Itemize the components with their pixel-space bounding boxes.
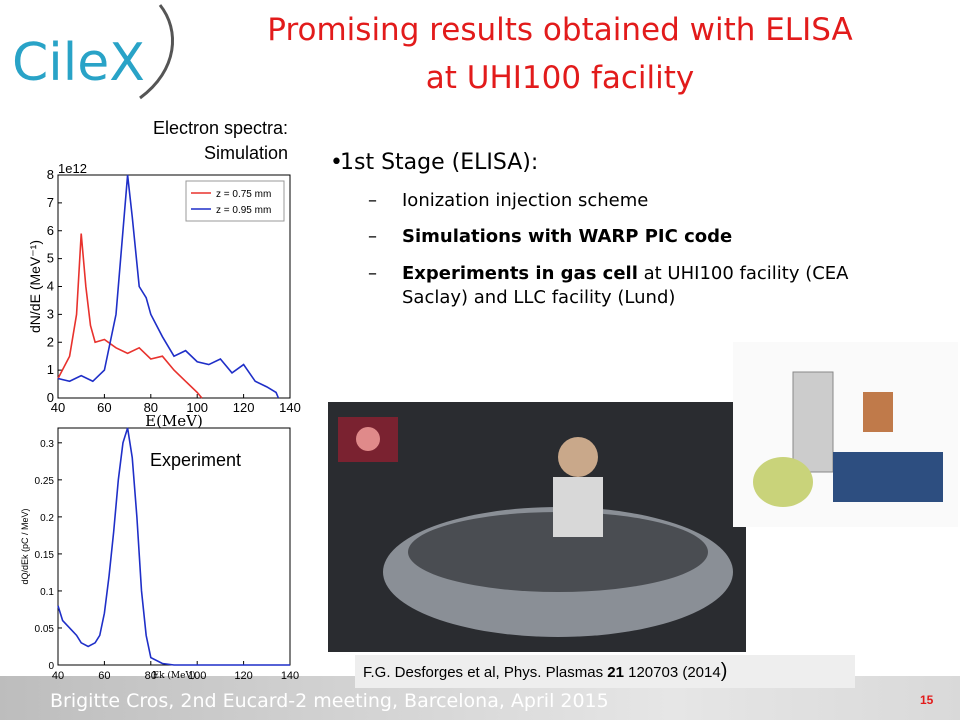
logo: CileX (12, 4, 174, 100)
y-tick-label: 0.2 (40, 513, 54, 524)
text-run: 21 (607, 664, 624, 681)
caption: Experiment (150, 450, 242, 471)
y-tick-label: 0 (47, 390, 54, 405)
photo-person (558, 437, 598, 477)
text-run: F.G. Desforges et al, Phys. Plasmas (363, 664, 608, 681)
x-axis-label: Ek (MeV) (153, 670, 196, 680)
legend-label: z = 0.75 mm (216, 189, 271, 200)
y-tick-label: 4 (47, 279, 54, 294)
y-tick-label: 0 (48, 661, 54, 672)
x-tick-label: 140 (279, 400, 301, 415)
gas-cell-diagram (733, 342, 958, 527)
caption-line: Simulation (203, 143, 288, 163)
y-tick-label: 0.1 (40, 587, 54, 598)
x-tick-label: 80 (145, 670, 157, 680)
y-tick-label: 0.15 (35, 550, 55, 561)
y-tick-label: 5 (47, 251, 54, 266)
x-tick-label: 120 (233, 400, 255, 415)
y-tick-label: 6 (47, 223, 54, 238)
sub-bullets: Ionization injection scheme Simulations w… (340, 189, 880, 310)
text-run: Experiments in gas cell (402, 262, 638, 284)
text-run: 120703 (2014 (623, 664, 721, 681)
photo-glow (356, 427, 380, 451)
y-tick-label: 1 (47, 362, 54, 377)
y-axis-label: dQ/dEk (pC / MeV) (20, 508, 30, 584)
sub-bullet: Simulations with WARP PIC code (368, 225, 880, 249)
charts: 40 60 80 100 120 140 0 1 2 3 4 5 6 7 8 1e12 E(MeV) dN/dE … (20, 161, 301, 680)
text-run: ) (720, 660, 728, 682)
logo-swoosh (139, 4, 174, 100)
y-tick-label: 2 (47, 334, 54, 349)
diagram-motor (753, 457, 813, 507)
x-tick-label: 40 (51, 400, 65, 415)
x-tick-label: 80 (144, 400, 158, 415)
x-tick-label: 60 (97, 400, 111, 415)
page-number: 15 (920, 693, 934, 707)
offset-label: 1e12 (58, 161, 87, 176)
photo-chamber-top (408, 512, 708, 592)
citation: F.G. Desforges et al, Phys. Plasmas 21 1… (355, 655, 855, 688)
series-line (57, 174, 280, 399)
title-line: Promising results obtained with ELISA (267, 12, 853, 48)
footer: Brigitte Cros, 2nd Eucard-2 meeting, Bar… (50, 690, 609, 712)
x-tick-label: 120 (234, 670, 252, 680)
y-tick-label: 0.25 (35, 476, 55, 487)
legend-box (185, 180, 285, 222)
x-tick-label: 60 (98, 670, 110, 680)
x-axis-label: E(MeV) (145, 412, 203, 430)
x-tick-label: 40 (52, 670, 64, 680)
sub-bullet: Ionization injection scheme (368, 189, 880, 213)
y-tick-label: 7 (47, 195, 54, 210)
y-tick-label: 3 (47, 306, 54, 321)
diagram-stage (833, 452, 943, 502)
y-tick-label: 8 (47, 167, 54, 182)
caption-line: Electron spectra: (152, 118, 288, 138)
series-line (57, 427, 290, 666)
x-tick-label: 140 (281, 670, 299, 680)
lab-photo (328, 402, 746, 652)
text-run: Simulations with WARP PIC code (402, 226, 733, 248)
caption: Electron spectra: Simulation (108, 118, 288, 164)
bullet: 1st Stage (ELISA): (330, 150, 880, 175)
x-tick-label: 100 (188, 670, 206, 680)
series-line (57, 233, 203, 399)
y-tick-label: 0.05 (35, 624, 55, 635)
legend-label: z = 0.95 mm (216, 205, 271, 216)
sub-bullet: Experiments in gas cell at UHI100 facili… (368, 262, 880, 311)
bullet-list: 1st Stage (ELISA): Ionization injection … (330, 150, 880, 322)
text-run: Ionization injection scheme (402, 190, 649, 211)
y-tick-label: 0.3 (40, 439, 54, 450)
photo-person-body (553, 477, 603, 537)
text-run: at UHI100 facility (CEA Saclay) and LLC … (402, 262, 849, 308)
diagram-block (792, 371, 834, 473)
title-line: at UHI100 facility (425, 60, 695, 96)
x-tick-label: 100 (186, 400, 208, 415)
logo-text: CileX (12, 33, 145, 93)
y-axis-label: dN/dE (MeV⁻¹) (27, 240, 43, 333)
diagram-part (863, 392, 893, 432)
